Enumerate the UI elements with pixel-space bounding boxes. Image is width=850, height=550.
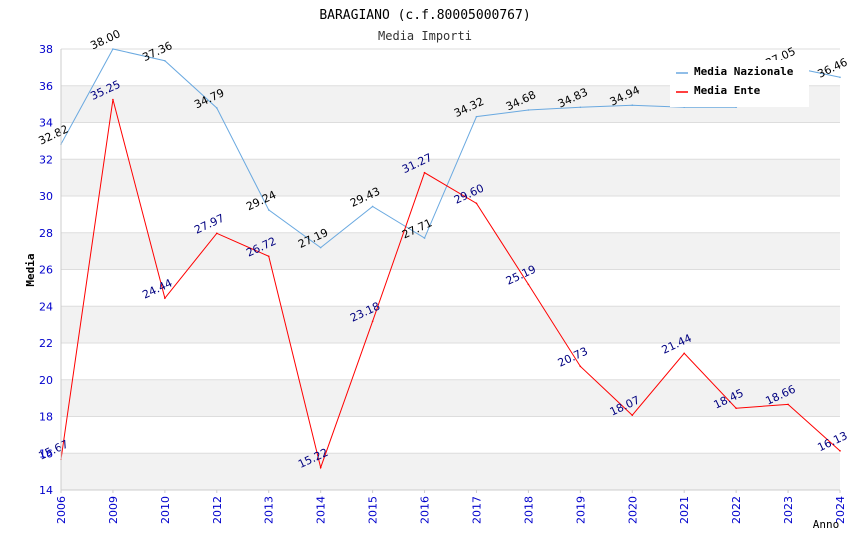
data-point-media-nazionale: [319, 246, 322, 249]
data-point-media-nazionale: [631, 104, 634, 107]
grid-bands: [61, 85, 840, 490]
data-point-media-nazionale: [475, 115, 478, 118]
data-point-media-ente: [371, 320, 374, 323]
data-label-media-ente: 24.44: [140, 276, 174, 301]
data-point-media-nazionale: [371, 205, 374, 208]
legend-box: [670, 60, 809, 107]
y-tick-label: 30: [39, 190, 53, 203]
y-tick-label: 34: [39, 117, 53, 130]
y-tick-label: 20: [39, 374, 53, 387]
x-tick-label: 2006: [55, 496, 68, 524]
x-tick-label: 2024: [834, 496, 847, 524]
data-point-media-nazionale: [267, 209, 270, 211]
y-tick-labels: 14 16 18 20 22 24 26 28 30 32 34 36 38: [39, 43, 53, 497]
series-lines: [60, 48, 841, 470]
data-point-media-ente: [164, 297, 166, 299]
data-point-media-ente: [216, 232, 218, 235]
grid-band: [61, 232, 840, 270]
x-tick-label: 2019: [574, 496, 587, 524]
series-line-media-nazionale: [60, 48, 841, 249]
data-point-media-ente: [631, 414, 634, 417]
x-tick-label: 2014: [315, 496, 328, 524]
y-tick-label: 38: [39, 43, 53, 56]
chart-subtitle: Media Importi: [378, 29, 472, 43]
data-label-media-nazionale: 36.46: [815, 56, 849, 81]
data-point-media-ente: [319, 466, 322, 469]
x-tick-label: 2023: [782, 496, 795, 524]
data-point-media-ente: [839, 450, 841, 452]
grid-band: [61, 453, 840, 490]
axes: [60, 49, 841, 493]
y-tick-label: 16: [39, 447, 53, 460]
x-tick-labels: 2006 2009 2010 2012 2013 2014 2015 2016 2017 2018…: [55, 496, 847, 524]
legend-label-media-nazionale: Media Nazionale: [694, 65, 794, 78]
y-tick-label: 14: [39, 484, 53, 497]
x-tick-label: 2022: [730, 496, 743, 524]
x-tick-label: 2020: [626, 496, 639, 524]
y-tick-label: 26: [39, 264, 53, 277]
y-tick-label: 28: [39, 227, 53, 240]
y-tick-label: 18: [39, 411, 53, 424]
grid-band: [61, 306, 840, 343]
x-tick-label: 2015: [367, 496, 380, 524]
data-point-media-ente: [527, 283, 530, 286]
data-point-media-nazionale: [579, 106, 582, 109]
x-tick-label: 2017: [470, 496, 483, 524]
x-tick-label: 2009: [107, 496, 120, 524]
grid-lines: [61, 48, 840, 491]
x-axis-label: Anno: [813, 518, 840, 531]
y-tick-label: 22: [39, 337, 53, 350]
data-point-media-ente: [267, 255, 270, 258]
x-tick-label: 2013: [263, 496, 276, 524]
series-line-media-ente: [60, 99, 841, 470]
data-point-media-ente: [423, 171, 426, 174]
data-point-media-nazionale: [164, 59, 166, 62]
x-tick-label: 2018: [522, 496, 535, 524]
data-point-media-nazionale: [112, 48, 114, 50]
data-point-media-nazionale: [839, 76, 841, 79]
x-tick-label: 2010: [159, 496, 172, 524]
data-point-media-ente: [112, 98, 114, 101]
grid-band: [61, 379, 840, 417]
data-point-media-nazionale: [527, 109, 530, 111]
y-axis-label: Media: [24, 253, 37, 286]
data-point-media-ente: [735, 407, 737, 410]
x-tick-label: 2021: [678, 496, 691, 524]
chart-title: BARAGIANO (c.f.80005000767): [319, 8, 530, 23]
data-point-media-ente: [579, 365, 582, 368]
x-tick-label: 2016: [419, 496, 432, 524]
data-point-media-ente: [475, 202, 478, 205]
y-tick-label: 24: [39, 300, 53, 313]
data-label-media-ente: 20.73: [556, 345, 590, 370]
y-tick-label: 32: [39, 153, 53, 166]
x-tick-label: 2012: [211, 496, 224, 524]
data-point-media-ente: [787, 403, 789, 406]
data-point-media-nazionale: [423, 237, 426, 239]
legend-label-media-ente: Media Ente: [694, 84, 761, 97]
data-label-media-nazionale: 37.36: [140, 39, 174, 64]
legend: Media Nazionale Media Ente: [670, 60, 809, 107]
y-tick-label: 36: [39, 80, 53, 93]
data-point-media-nazionale: [216, 107, 218, 109]
data-point-media-ente: [683, 352, 685, 355]
